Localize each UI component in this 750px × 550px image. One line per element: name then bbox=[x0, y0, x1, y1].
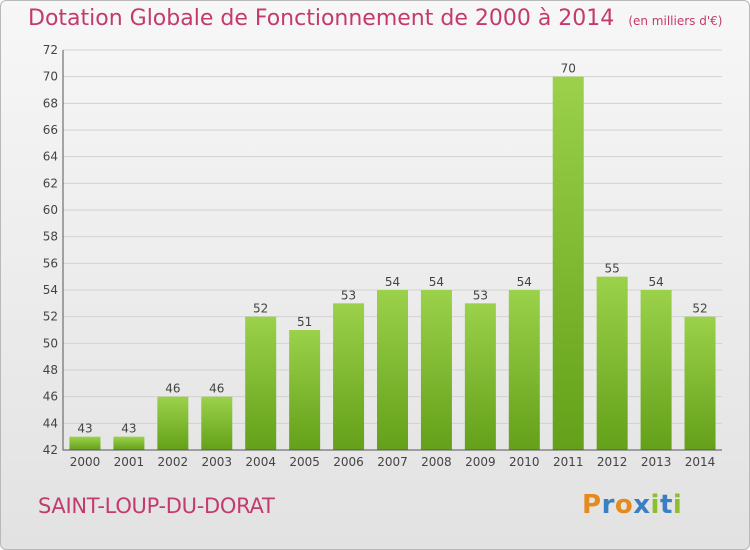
y-tick-label: 52 bbox=[43, 310, 58, 324]
bar-2000 bbox=[69, 436, 101, 450]
logo-letter: i bbox=[672, 490, 683, 520]
bar-2011 bbox=[552, 76, 584, 451]
y-tick-label: 58 bbox=[43, 230, 58, 244]
bar-2005 bbox=[289, 330, 321, 450]
data-label: 53 bbox=[341, 288, 356, 302]
y-tick-label: 56 bbox=[43, 256, 58, 270]
x-tick-label: 2007 bbox=[377, 455, 408, 469]
y-tick-label: 68 bbox=[43, 96, 58, 110]
proxiti-logo: Proxiti bbox=[582, 490, 682, 520]
bar-2001 bbox=[113, 436, 145, 450]
y-tick-label: 46 bbox=[43, 390, 58, 404]
y-axis-ticks: 42 44 46 48 50 52 54 56 58 60 62 64 66 68 70 72 bbox=[43, 43, 58, 457]
bar-2003 bbox=[201, 396, 233, 450]
x-tick-label: 2011 bbox=[553, 455, 584, 469]
x-tick-label: 2006 bbox=[333, 455, 364, 469]
y-tick-label: 70 bbox=[43, 70, 58, 84]
data-label: 43 bbox=[77, 422, 92, 436]
logo-letter: o bbox=[614, 490, 634, 520]
logo-letter: r bbox=[601, 490, 615, 520]
data-labels: 43 43 46 46 52 51 53 54 54 53 54 70 55 54 52 bbox=[77, 62, 707, 436]
bar-2007 bbox=[377, 290, 408, 450]
data-label: 54 bbox=[385, 275, 400, 289]
chart-title: Dotation Globale de Fonctionnement de 20… bbox=[28, 6, 722, 31]
x-tick-label: 2008 bbox=[421, 455, 452, 469]
x-tick-label: 2009 bbox=[465, 455, 496, 469]
title-text: Dotation Globale de Fonctionnement de 20… bbox=[28, 6, 615, 31]
data-label: 46 bbox=[209, 382, 224, 396]
bar-2002 bbox=[157, 396, 189, 450]
data-label: 54 bbox=[517, 275, 532, 289]
x-tick-label: 2004 bbox=[245, 455, 276, 469]
data-label: 46 bbox=[165, 382, 180, 396]
data-label: 51 bbox=[297, 315, 312, 329]
data-label: 55 bbox=[605, 262, 620, 276]
x-tick-label: 2012 bbox=[597, 455, 628, 469]
y-tick-label: 72 bbox=[43, 43, 58, 57]
x-tick-label: 2014 bbox=[685, 455, 716, 469]
x-tick-label: 2002 bbox=[158, 455, 189, 469]
x-axis-ticks: 2000 2001 2002 2003 2004 2005 2006 2007 2008 2009… bbox=[70, 455, 716, 469]
y-tick-label: 64 bbox=[43, 150, 58, 164]
y-tick-label: 50 bbox=[43, 336, 58, 350]
commune-name: SAINT-LOUP-DU-DORAT bbox=[38, 494, 275, 518]
bar-2006 bbox=[333, 303, 365, 450]
x-tick-label: 2010 bbox=[509, 455, 540, 469]
bar-2009 bbox=[464, 303, 496, 450]
y-tick-label: 48 bbox=[43, 363, 58, 377]
y-tick-label: 42 bbox=[43, 443, 58, 457]
data-label: 53 bbox=[473, 288, 488, 302]
data-label: 52 bbox=[692, 302, 707, 316]
logo-letter: t bbox=[659, 490, 673, 520]
data-label: 54 bbox=[429, 275, 444, 289]
data-label: 70 bbox=[561, 62, 576, 76]
data-label: 43 bbox=[121, 422, 136, 436]
bar-2004 bbox=[245, 316, 277, 450]
data-label: 52 bbox=[253, 302, 268, 316]
x-tick-label: 2000 bbox=[70, 455, 101, 469]
x-tick-label: 2003 bbox=[201, 455, 232, 469]
y-tick-label: 66 bbox=[43, 123, 58, 137]
axis-lines bbox=[62, 50, 722, 451]
unit-label: (en milliers d'€) bbox=[628, 14, 723, 28]
y-tick-label: 62 bbox=[43, 176, 58, 190]
logo-letter: P bbox=[582, 490, 602, 520]
y-tick-label: 44 bbox=[43, 416, 58, 430]
bar-2013 bbox=[640, 290, 672, 450]
x-tick-label: 2001 bbox=[114, 455, 145, 469]
logo-letter: i bbox=[650, 490, 660, 520]
bars bbox=[69, 76, 716, 451]
bar-2008 bbox=[420, 290, 452, 450]
y-tick-label: 54 bbox=[43, 283, 58, 297]
data-label: 54 bbox=[648, 275, 663, 289]
logo-letter: x bbox=[633, 490, 651, 520]
x-tick-label: 2005 bbox=[289, 455, 320, 469]
bar-2014 bbox=[684, 316, 716, 450]
x-tick-label: 2013 bbox=[641, 455, 672, 469]
y-tick-label: 60 bbox=[43, 203, 58, 217]
bar-2010 bbox=[508, 290, 540, 450]
bar-2012 bbox=[596, 276, 628, 450]
